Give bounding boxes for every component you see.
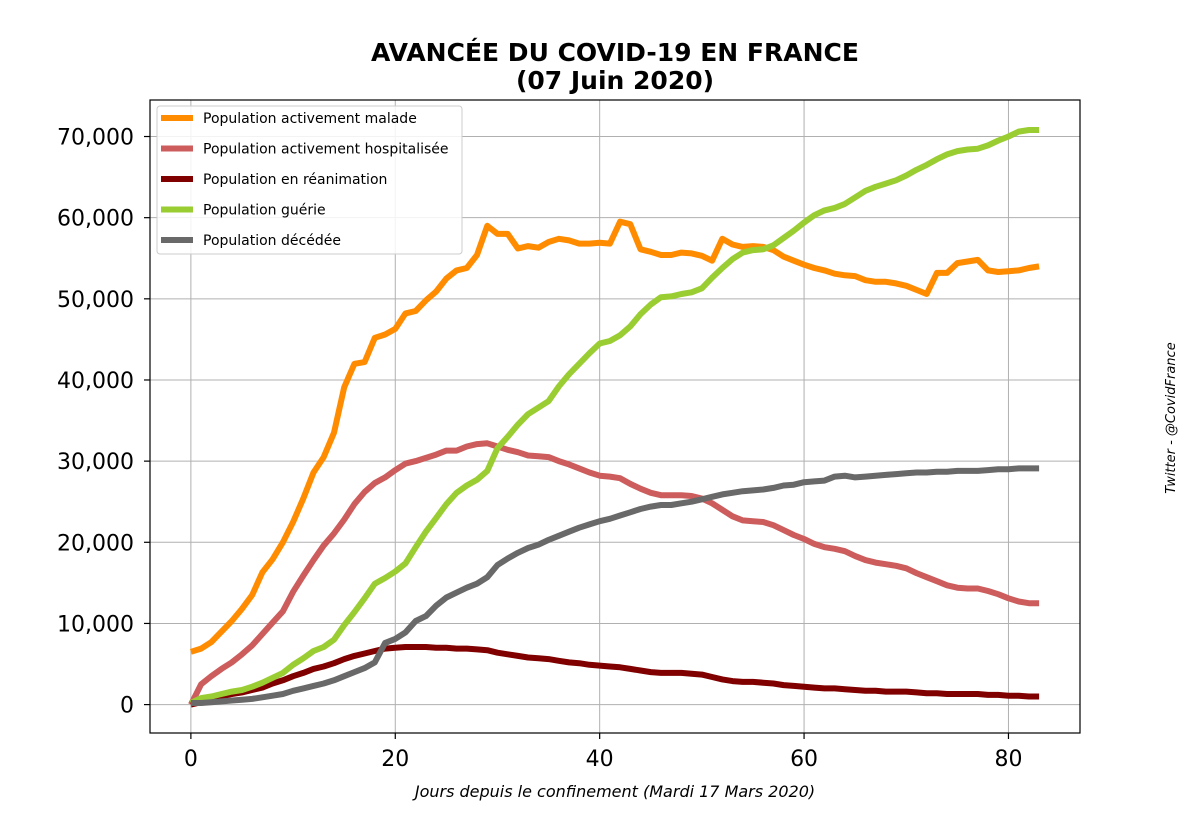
legend: Population activement malade Population a… bbox=[156, 105, 463, 255]
legend-label: Population activement hospitalisée bbox=[203, 142, 449, 158]
y-tick-label: 70,000 bbox=[57, 126, 134, 151]
y-tick-label: 30,000 bbox=[57, 450, 134, 475]
chart-subtitle: (07 Juin 2020) bbox=[516, 66, 714, 95]
legend-label: Population décédée bbox=[203, 233, 341, 249]
axis-ticks: 0 20 40 60 80 0 10,000 20,000 30,000 40,000 50,000… bbox=[57, 126, 1022, 772]
x-tick-label: 40 bbox=[586, 747, 614, 772]
legend-label: Population en réanimation bbox=[203, 172, 387, 188]
x-tick-label: 0 bbox=[184, 747, 198, 772]
credit-text: Twitter - @CovidFrance bbox=[1164, 342, 1179, 493]
series-lines bbox=[188, 127, 1040, 708]
legend-box bbox=[156, 105, 463, 255]
chart-title: AVANCÉE DU COVID-19 EN FRANCE bbox=[371, 38, 859, 67]
x-tick-label: 60 bbox=[790, 747, 818, 772]
y-tick-label: 60,000 bbox=[57, 207, 134, 232]
x-tick-label: 80 bbox=[994, 747, 1022, 772]
y-tick-label: 40,000 bbox=[57, 369, 134, 394]
x-tick-label: 20 bbox=[381, 747, 409, 772]
series-line-4 bbox=[189, 127, 1040, 706]
y-tick-label: 50,000 bbox=[57, 288, 134, 313]
y-tick-label: 20,000 bbox=[57, 531, 134, 556]
series-line-2 bbox=[188, 440, 1040, 706]
plot-frame bbox=[149, 99, 1081, 734]
y-tick-label: 10,000 bbox=[57, 612, 134, 637]
legend-label: Population activement malade bbox=[203, 111, 417, 127]
series-line-1 bbox=[190, 218, 1040, 655]
y-tick-label: 0 bbox=[120, 694, 134, 719]
legend-label: Population guérie bbox=[203, 203, 326, 219]
x-axis-label: Jours depuis le confinement (Mardi 17 Ma… bbox=[412, 782, 815, 801]
series-line-5 bbox=[190, 465, 1040, 706]
series-line-3 bbox=[190, 644, 1040, 708]
